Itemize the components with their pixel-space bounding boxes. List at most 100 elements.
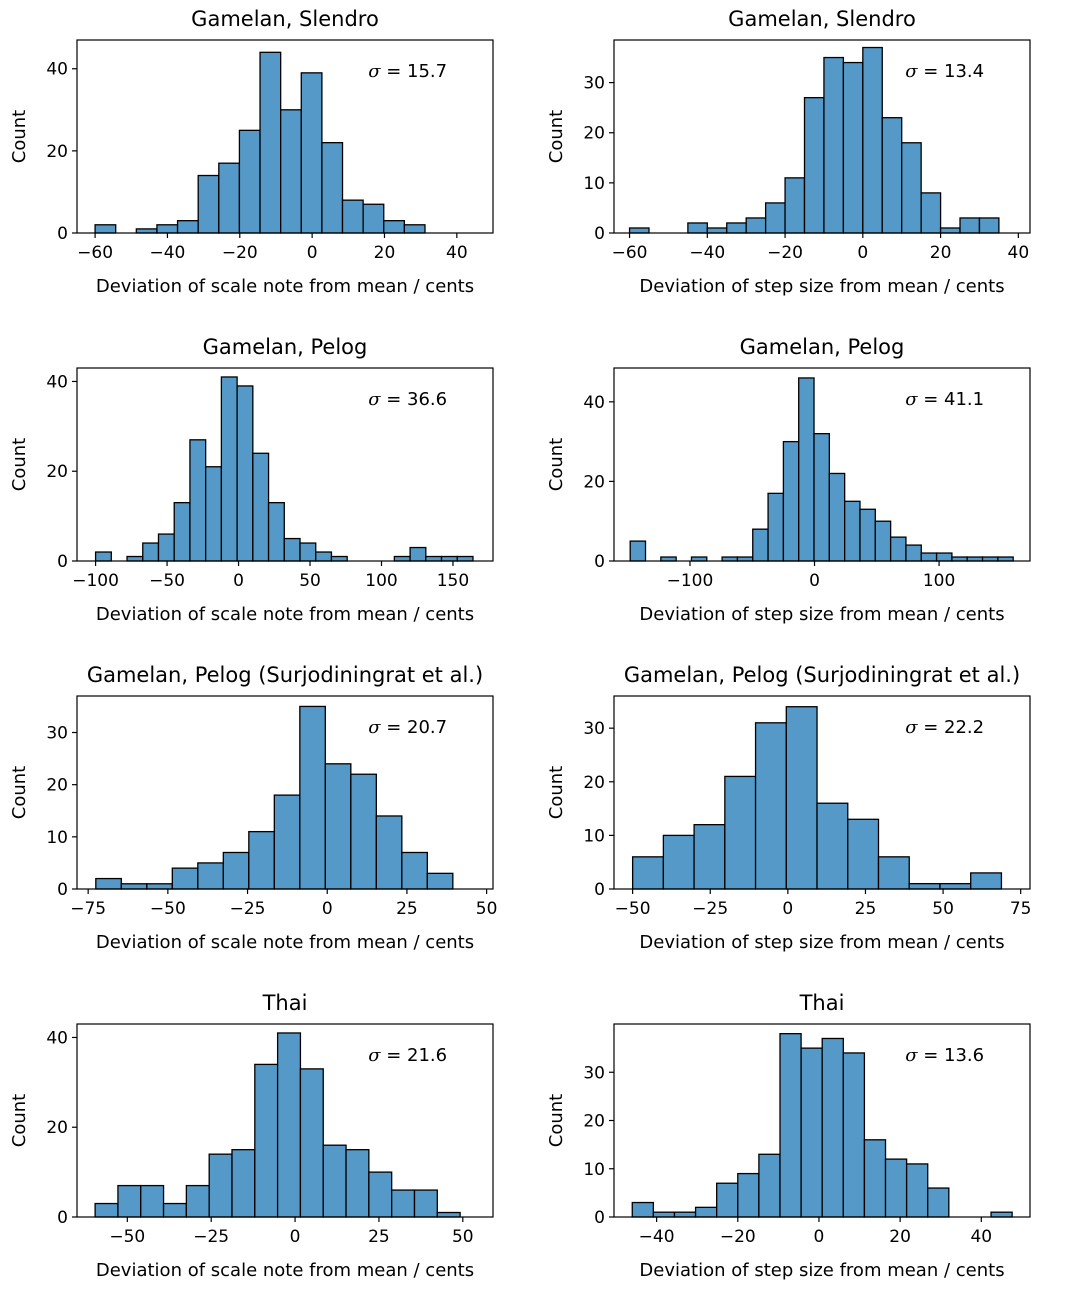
histogram-bar xyxy=(368,1171,393,1218)
histogram-bar xyxy=(823,56,845,234)
histogram-bar xyxy=(927,1187,950,1218)
histogram-bar xyxy=(171,867,199,890)
x-tick-label: 0 xyxy=(814,1227,825,1247)
y-tick-label: 10 xyxy=(583,826,605,846)
y-tick-label: 30 xyxy=(583,74,605,94)
histogram-bar xyxy=(222,851,250,890)
histogram-bar xyxy=(631,1201,655,1218)
histogram-bar xyxy=(877,856,910,890)
histogram-bar xyxy=(140,1184,165,1218)
histogram-bar xyxy=(884,1158,908,1218)
histogram-bar xyxy=(259,51,282,234)
histogram-bar xyxy=(126,555,144,562)
x-tick-label: 0 xyxy=(782,899,793,919)
y-tick-label: 30 xyxy=(583,1063,605,1083)
histogram-bar xyxy=(959,217,981,234)
histogram-bar xyxy=(785,706,818,890)
x-tick-label: −20 xyxy=(222,243,258,263)
histogram-bar xyxy=(859,508,876,562)
x-tick-label: −100 xyxy=(667,571,714,591)
y-tick-label: 40 xyxy=(46,1028,68,1048)
histogram-bar xyxy=(393,555,411,562)
x-axis-label: Deviation of scale note from mean / cent… xyxy=(96,932,474,953)
x-tick-label: −50 xyxy=(109,1227,145,1247)
y-tick-label: 20 xyxy=(46,142,68,162)
histogram-bar xyxy=(716,1182,739,1218)
histogram-bar xyxy=(324,763,352,890)
histogram-bar xyxy=(798,377,815,562)
y-tick-label: 20 xyxy=(583,1112,605,1132)
histogram-bar xyxy=(901,142,922,234)
x-tick-label: 0 xyxy=(233,571,244,591)
histogram-bar xyxy=(283,537,301,562)
histogram-bar xyxy=(238,129,261,234)
x-tick-label: 20 xyxy=(889,1227,911,1247)
chart-title: Thai xyxy=(799,991,845,1015)
histogram-bar xyxy=(673,1211,697,1218)
histogram-bar xyxy=(273,794,301,890)
histogram-bar xyxy=(185,1184,210,1218)
histogram-bar xyxy=(120,883,148,890)
histogram-bar xyxy=(426,872,454,890)
y-tick-label: 0 xyxy=(594,552,605,572)
x-tick-label: −25 xyxy=(193,1227,229,1247)
y-tick-label: 10 xyxy=(583,174,605,194)
histogram-bar xyxy=(978,217,1000,234)
plot-frame xyxy=(613,695,1031,890)
y-axis-label: Count xyxy=(9,766,30,819)
histogram-bar xyxy=(322,1144,347,1218)
y-axis-label: Count xyxy=(9,438,30,491)
histogram-bar xyxy=(970,872,1003,890)
y-axis-label: Count xyxy=(546,438,567,491)
histogram-bar xyxy=(425,555,443,562)
histogram-bar xyxy=(724,775,757,890)
histogram-bar xyxy=(383,220,406,234)
histogram-bar xyxy=(694,1206,718,1218)
y-tick-label: 40 xyxy=(46,60,68,80)
histogram-bar xyxy=(236,385,254,562)
histogram-bar xyxy=(173,502,191,562)
x-axis-label: Deviation of step size from mean / cents xyxy=(639,932,1004,953)
x-tick-label: −50 xyxy=(150,899,186,919)
histogram-panel: −100 0 100 0 20 40 Gamelan, Pelog Deviation of … xyxy=(546,335,1031,625)
histogram-bar xyxy=(863,1139,887,1218)
x-tick-label: 25 xyxy=(368,1227,390,1247)
x-tick-label: 50 xyxy=(452,1227,474,1247)
bars-group xyxy=(631,706,1003,890)
y-tick-label: 40 xyxy=(583,393,605,413)
chart-title: Gamelan, Pelog xyxy=(203,335,368,359)
y-tick-label: 0 xyxy=(57,1208,68,1228)
x-tick-label: 0 xyxy=(290,1227,301,1247)
x-tick-label: −50 xyxy=(149,571,185,591)
histogram-bar xyxy=(401,851,428,890)
histogram-bar xyxy=(403,224,426,234)
x-axis-label: Deviation of step size from mean / cents xyxy=(639,604,1004,625)
histogram-bar xyxy=(375,815,403,890)
histogram-bar xyxy=(874,520,892,562)
plot-frame xyxy=(76,1023,494,1218)
y-tick-label: 0 xyxy=(57,224,68,244)
histogram-bar xyxy=(300,72,323,234)
histogram-bar xyxy=(758,1153,781,1218)
y-axis-label: Count xyxy=(9,110,30,163)
histogram-bar xyxy=(218,162,241,234)
y-tick-label: 0 xyxy=(57,880,68,900)
histogram-bar xyxy=(94,551,112,562)
x-tick-label: 50 xyxy=(932,899,954,919)
histogram-bar xyxy=(629,540,647,562)
sigma-annotation: σ = 36.6 xyxy=(368,389,447,410)
histogram-bar xyxy=(652,1211,676,1218)
histogram-bar xyxy=(197,174,220,234)
histogram-bar xyxy=(341,199,364,234)
y-tick-label: 0 xyxy=(594,880,605,900)
x-tick-label: 50 xyxy=(476,899,498,919)
bars-group xyxy=(94,1032,461,1218)
histogram-bar xyxy=(254,1063,279,1218)
histogram-bar xyxy=(94,224,117,234)
chart-title: Gamelan, Pelog (Surjodiningrat et al.) xyxy=(87,663,483,687)
histogram-bar xyxy=(321,142,344,234)
histogram-bar xyxy=(299,705,326,890)
histogram-bar xyxy=(800,1047,823,1218)
histogram-bar xyxy=(345,1149,370,1218)
